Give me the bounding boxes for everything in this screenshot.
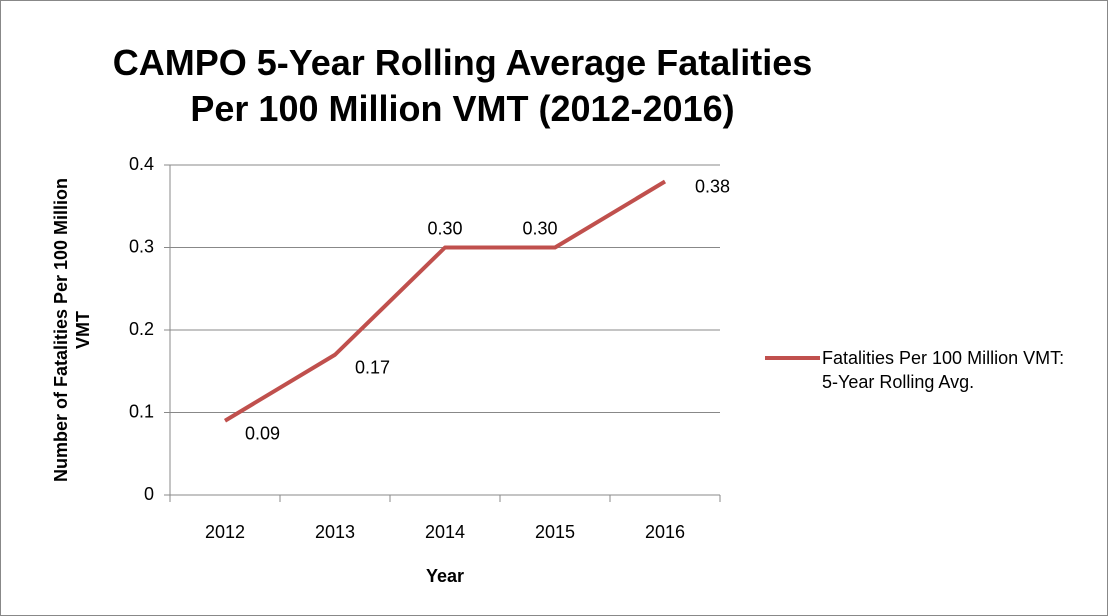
x-tick-label: 2014: [425, 522, 465, 542]
chart-title: CAMPO 5-Year Rolling Average Fatalities …: [112, 42, 813, 129]
y-tick-label: 0.3: [129, 236, 154, 256]
y-tick-label: 0.4: [129, 154, 154, 174]
data-label: 0.38: [695, 176, 730, 196]
y-tick-label: 0: [144, 484, 154, 504]
data-label: 0.17: [355, 358, 390, 378]
y-tick-label: 0.1: [129, 401, 154, 421]
y-tick-label: 0.2: [129, 319, 154, 339]
x-tick-label: 2012: [205, 522, 245, 542]
legend-label: Fatalities Per 100 Million VMT: 5-Year R…: [822, 348, 1065, 392]
x-tick-label: 2015: [535, 522, 575, 542]
x-tick-label: 2016: [645, 522, 685, 542]
data-line: [223, 179, 667, 423]
data-label: 0.30: [522, 218, 557, 238]
data-label: 0.09: [245, 424, 280, 444]
x-tick-label: 2013: [315, 522, 355, 542]
x-axis-label: Year: [425, 566, 465, 586]
data-label: 0.30: [427, 218, 462, 238]
